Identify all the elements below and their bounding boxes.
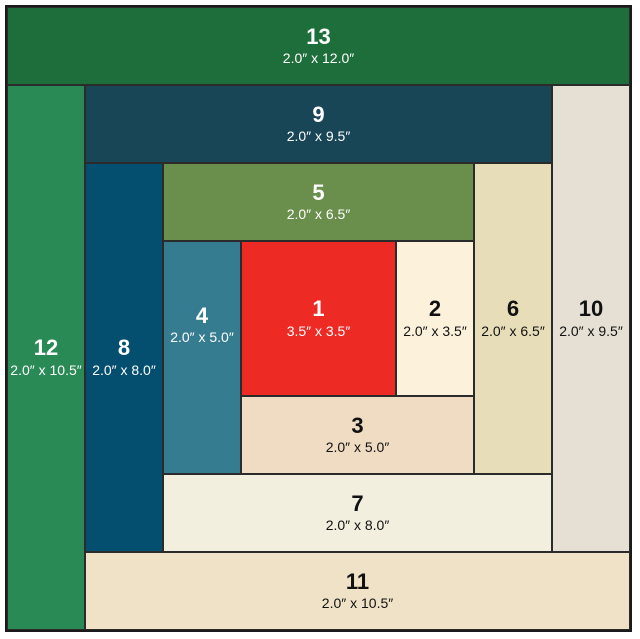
piece-size: 2.0″ x 9.5″: [286, 128, 351, 144]
piece-number: 11: [345, 568, 370, 594]
piece-11: 11 2.0″ x 10.5″: [85, 552, 630, 630]
piece-3: 3 2.0″ x 5.0″: [241, 396, 474, 474]
log-cabin-quilt-block: 13 2.0″ x 12.0″ 12 2.0″ x 10.5″ 11 2.0″ …: [5, 5, 632, 632]
piece-number: 4: [195, 303, 209, 328]
piece-size: 2.0″ x 12.0″: [282, 50, 355, 66]
piece-size: 2.0″ x 10.5″: [321, 595, 394, 611]
piece-number: 2: [428, 296, 442, 322]
piece-number: 7: [351, 490, 364, 516]
piece-size: 2.0″ x 6.5″: [286, 206, 351, 222]
piece-size: 2.0″ x 10.5″: [10, 361, 82, 378]
piece-size: 2.0″ x 5.0″: [170, 329, 234, 346]
piece-size: 3.5″ x 3.5″: [286, 322, 351, 339]
piece-9: 9 2.0″ x 9.5″: [85, 85, 552, 163]
piece-number: 1: [312, 296, 325, 322]
piece-1: 1 3.5″ x 3.5″: [241, 241, 396, 396]
piece-7: 7 2.0″ x 8.0″: [163, 474, 552, 552]
piece-2: 2 2.0″ x 3.5″: [396, 241, 474, 396]
piece-number: 13: [306, 23, 331, 49]
piece-number: 9: [312, 101, 325, 127]
piece-10: 10 2.0″ x 9.5″: [552, 85, 630, 552]
piece-number: 12: [33, 335, 59, 361]
piece-13: 13 2.0″ x 12.0″: [7, 7, 630, 85]
piece-size: 2.0″ x 3.5″: [403, 322, 467, 339]
piece-size: 2.0″ x 6.5″: [481, 322, 545, 339]
piece-number: 6: [506, 296, 520, 322]
piece-number: 10: [578, 296, 604, 322]
piece-size: 2.0″ x 5.0″: [325, 439, 390, 455]
piece-12: 12 2.0″ x 10.5″: [7, 85, 85, 630]
piece-4: 4 2.0″ x 5.0″: [163, 241, 241, 474]
piece-size: 2.0″ x 9.5″: [559, 322, 623, 339]
piece-number: 3: [351, 412, 364, 438]
piece-8: 8 2.0″ x 8.0″: [85, 163, 163, 552]
piece-size: 2.0″ x 8.0″: [325, 517, 390, 533]
piece-number: 5: [312, 179, 325, 205]
piece-6: 6 2.0″ x 6.5″: [474, 163, 552, 474]
piece-5: 5 2.0″ x 6.5″: [163, 163, 474, 241]
piece-number: 8: [117, 335, 131, 361]
piece-size: 2.0″ x 8.0″: [92, 361, 156, 378]
